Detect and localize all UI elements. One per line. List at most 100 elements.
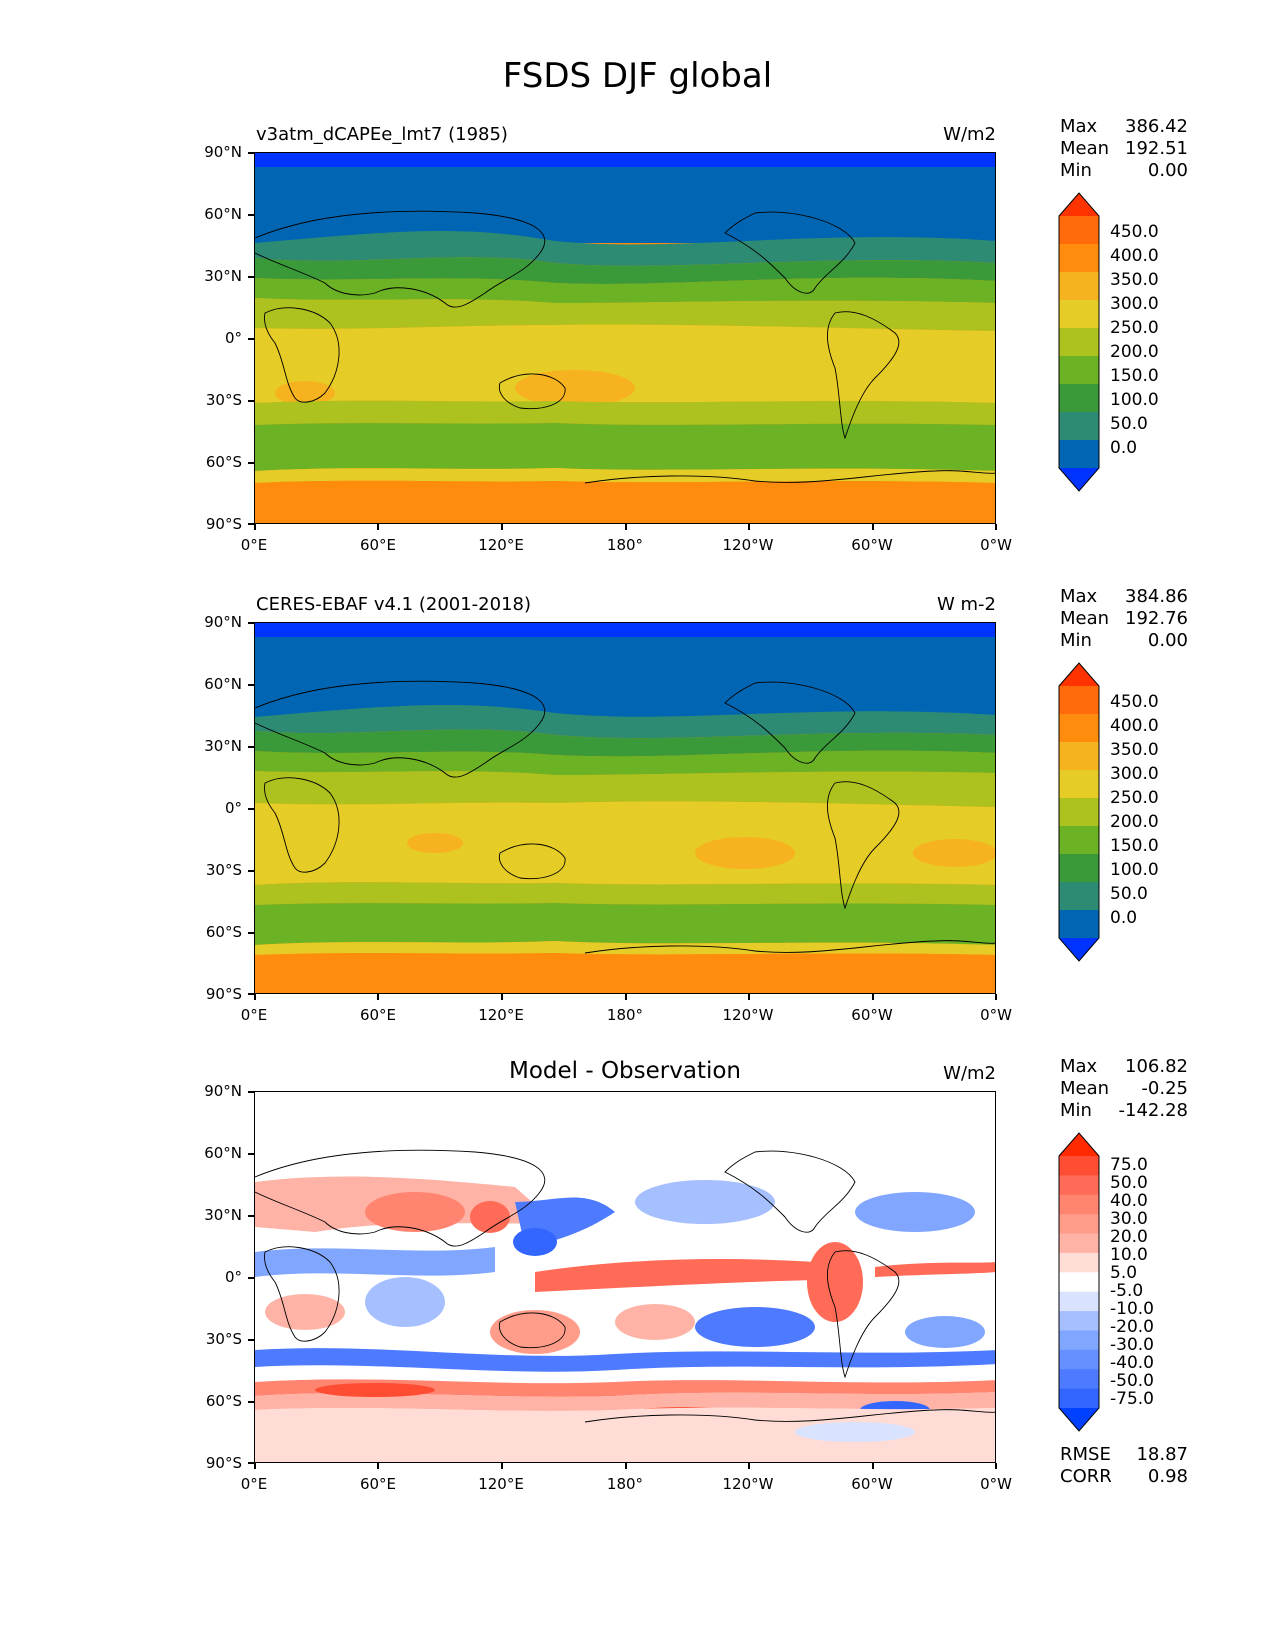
obs-units: W m-2: [936, 594, 996, 615]
model-lon-tick: 120°W: [722, 536, 774, 554]
stat-label: Max: [1060, 1056, 1098, 1077]
diff-score-stats: RMSE 18.87 CORR 0.98: [1060, 1444, 1188, 1488]
model-lon-mark: [872, 524, 874, 530]
obs-stat-min: Min 0.00: [1060, 630, 1188, 652]
stat-label: Min: [1060, 160, 1092, 181]
diff-lon-tick: 120°E: [478, 1475, 524, 1493]
diff-colorbar-extend-low: [1059, 1408, 1099, 1431]
model-colorbar-label: 100.0: [1110, 390, 1159, 410]
model-stat-mean: Mean 192.51: [1060, 138, 1188, 160]
diff-lat-mark: [248, 1153, 254, 1155]
obs-map-field: [255, 623, 995, 993]
rmse-label: RMSE: [1060, 1444, 1111, 1465]
diff-lon-tick: 180°: [606, 1475, 644, 1493]
obs-lat-mark: [248, 622, 254, 624]
diff-stat-max: Max 106.82: [1060, 1056, 1188, 1078]
diff-lon-tick: 0°W: [980, 1475, 1012, 1493]
model-colorbar-label: 250.0: [1110, 318, 1159, 338]
diff-colorbar-label: 10.0: [1110, 1245, 1148, 1265]
obs-lon-mark: [377, 994, 379, 1000]
diff-lat-tick: 30°S: [205, 1330, 242, 1348]
obs-lat-mark: [248, 870, 254, 872]
diff-lat-mark: [248, 1277, 254, 1279]
obs-colorbar-label: 250.0: [1110, 788, 1159, 808]
obs-colorbar-label: 50.0: [1110, 884, 1148, 904]
obs-colorbar-label: 400.0: [1110, 716, 1159, 736]
stat-label: Min: [1060, 630, 1092, 651]
diff-map-field: [255, 1092, 995, 1462]
diff-colorbar-label: 40.0: [1110, 1191, 1148, 1211]
diff-colorbar: [1058, 1132, 1100, 1432]
diff-colorbar-outline: [1058, 1132, 1100, 1432]
obs-lat-tick: 30°N: [204, 737, 242, 755]
model-subtitle: v3atm_dCAPEe_lmt7 (1985): [256, 124, 508, 145]
diff-colorbar-label: -20.0: [1110, 1317, 1154, 1337]
model-colorbar-cell: [1059, 412, 1099, 441]
model-lon-mark: [377, 524, 379, 530]
model-lat-tick: 60°S: [205, 453, 242, 471]
model-lat-tick: 90°N: [204, 143, 242, 161]
diff-lon-mark: [254, 1463, 256, 1469]
diff-lon-tick: 60°E: [359, 1475, 397, 1493]
obs-lat-mark: [248, 808, 254, 810]
obs-colorbar-cell: [1059, 854, 1099, 883]
model-colorbar-label: 150.0: [1110, 366, 1159, 386]
diff-colorbar-cell: [1059, 1252, 1099, 1273]
diff-panel: Model - Observation W/m2: [0, 0, 1275, 1493]
diff-lat-mark: [248, 1215, 254, 1217]
corr-label: CORR: [1060, 1466, 1112, 1487]
diff-colorbar-cell: [1059, 1156, 1099, 1176]
model-lat-mark: [248, 400, 254, 402]
diff-colorbar-label: -75.0: [1110, 1389, 1154, 1409]
obs-colorbar-cell: [1059, 770, 1099, 799]
figure-title: FSDS DJF global: [502, 56, 773, 96]
obs-lon-tick: 120°W: [722, 1006, 774, 1024]
model-stat-min: Min 0.00: [1060, 160, 1188, 182]
obs-colorbar-label: 150.0: [1110, 836, 1159, 856]
diff-map: [254, 1091, 996, 1463]
diff-lat-mark: [248, 1462, 254, 1464]
model-lon-tick: 0°W: [980, 536, 1012, 554]
obs-colorbar-extend-high: [1059, 663, 1099, 686]
obs-colorbar-cell: [1059, 826, 1099, 855]
model-lon-tick: 120°E: [478, 536, 524, 554]
diff-colorbar-label: -10.0: [1110, 1299, 1154, 1319]
diff-lon-tick: 120°W: [722, 1475, 774, 1493]
obs-panel: CERES-EBAF v4.1 (2001-2018) W m-2: [0, 0, 1275, 1024]
model-colorbar-cell: [1059, 384, 1099, 413]
diff-colorbar-label: 5.0: [1110, 1263, 1138, 1283]
diff-lon-tick: 0°E: [240, 1475, 268, 1493]
diff-lat-tick: 30°N: [204, 1206, 242, 1224]
obs-lat-mark: [248, 746, 254, 748]
diff-lat-tick: 60°N: [204, 1144, 242, 1162]
obs-colorbar-cell: [1059, 910, 1099, 939]
model-lon-mark: [748, 524, 750, 530]
stat-label: Mean: [1060, 138, 1110, 159]
diff-colorbar-cell: [1059, 1291, 1099, 1312]
diff-units: W/m2: [943, 1063, 996, 1084]
obs-colorbar-label: 350.0: [1110, 740, 1159, 760]
model-colorbar-label: 350.0: [1110, 270, 1159, 290]
obs-colorbar-outline: [1058, 662, 1100, 962]
model-lon-tick: 60°W: [851, 536, 893, 554]
diff-lat-mark: [248, 1091, 254, 1093]
obs-colorbar-extend-low: [1059, 938, 1099, 961]
diff-lat-mark: [248, 1401, 254, 1403]
stat-value: 0.00: [1147, 630, 1188, 651]
diff-lon-tick: 60°W: [851, 1475, 893, 1493]
corr-row: CORR 0.98: [1060, 1466, 1188, 1488]
model-colorbar-label: 50.0: [1110, 414, 1148, 434]
stat-label: Mean: [1060, 608, 1110, 629]
stat-label: Mean: [1060, 1078, 1110, 1099]
diff-colorbar-cell: [1059, 1388, 1099, 1409]
obs-lon-mark: [254, 994, 256, 1000]
diff-colorbar-label: -5.0: [1110, 1281, 1144, 1301]
diff-colorbar-cell: [1059, 1349, 1099, 1370]
obs-colorbar-cell: [1059, 882, 1099, 911]
model-units: W/m2: [943, 124, 996, 145]
diff-lat-tick: 90°S: [205, 1454, 242, 1472]
obs-lon-tick: 0°W: [980, 1006, 1012, 1024]
model-stats: Max 386.42 Mean 192.51 Min 0.00: [1060, 116, 1188, 182]
diff-lon-mark: [625, 1463, 627, 1469]
model-colorbar-outline: [1058, 192, 1100, 492]
